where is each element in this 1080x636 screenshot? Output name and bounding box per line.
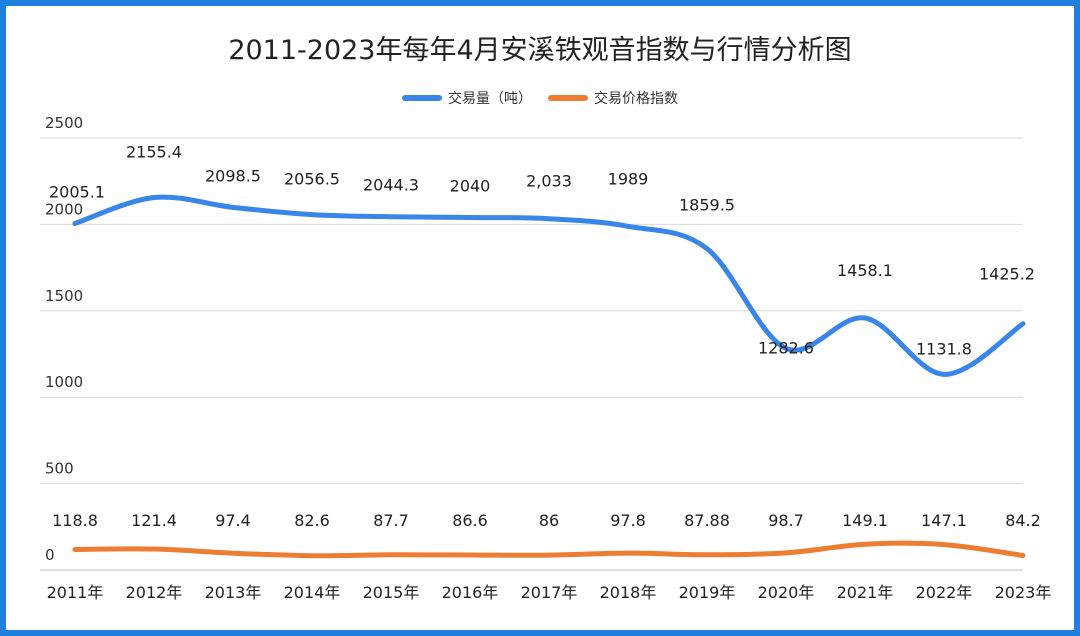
x-tick-label: 2019年 <box>679 583 736 602</box>
y-tick-0: 0 <box>45 546 55 564</box>
data-label-volume: 2056.5 <box>284 170 340 189</box>
legend: 交易量（吨） 交易价格指数 <box>0 88 1080 108</box>
data-label-price-index: 118.8 <box>52 511 98 530</box>
data-label-price-index: 147.1 <box>921 511 967 530</box>
x-tick-label: 2011年 <box>47 583 104 602</box>
series-line-volume <box>72 194 1026 377</box>
data-label-price-index: 84.2 <box>1005 511 1041 530</box>
data-label-volume: 2005.1 <box>49 183 105 202</box>
data-label-price-index: 87.7 <box>373 511 409 530</box>
data-label-price-index: 82.6 <box>294 511 330 530</box>
data-label-volume: 2040 <box>450 176 491 195</box>
y-tick-1000: 1000 <box>45 373 83 391</box>
data-label-price-index: 97.8 <box>610 511 646 530</box>
chart-title: 2011-2023年每年4月安溪铁观音指数与行情分析图 <box>228 35 852 66</box>
data-label-volume: 2044.3 <box>363 176 419 195</box>
x-tick-label: 2016年 <box>442 583 499 602</box>
series-line-price-index <box>72 540 1026 559</box>
y-tick-500: 500 <box>45 460 74 478</box>
legend-item-price-index: 交易价格指数 <box>548 88 678 108</box>
x-tick-label: 2023年 <box>995 583 1052 602</box>
legend-item-volume: 交易量（吨） <box>402 88 532 108</box>
x-tick-label: 2018年 <box>600 583 657 602</box>
data-label-volume: 1859.5 <box>679 196 735 215</box>
y-tick-2000: 2000 <box>45 200 83 218</box>
x-tick-label: 2013年 <box>205 583 262 602</box>
data-label-price-index: 86 <box>539 511 559 530</box>
data-label-price-index: 121.4 <box>131 511 177 530</box>
data-label-volume: 1458.1 <box>837 261 893 280</box>
y-tick-2500: 2500 <box>45 114 83 132</box>
data-label-volume: 2098.5 <box>205 166 261 185</box>
data-label-volume: 1282.6 <box>758 338 814 357</box>
x-tick-label: 2022年 <box>916 583 973 602</box>
data-label-volume: 2,033 <box>526 172 572 191</box>
data-label-volume: 1131.8 <box>916 339 972 358</box>
x-tick-label: 2012年 <box>126 583 183 602</box>
y-tick-1500: 1500 <box>45 287 83 305</box>
legend-swatch-volume <box>402 95 442 101</box>
x-tick-label: 2017年 <box>521 583 578 602</box>
data-label-volume: 1989 <box>608 169 649 188</box>
legend-swatch-price-index <box>548 95 588 101</box>
x-tick-label: 2020年 <box>758 583 815 602</box>
data-label-volume: 2155.4 <box>126 143 182 162</box>
data-label-price-index: 97.4 <box>215 511 251 530</box>
data-label-price-index: 149.1 <box>842 511 888 530</box>
data-label-price-index: 98.7 <box>768 511 804 530</box>
data-label-price-index: 87.88 <box>684 511 730 530</box>
data-label-volume: 1425.2 <box>979 265 1035 284</box>
legend-label-volume: 交易量（吨） <box>448 91 532 107</box>
x-tick-label: 2014年 <box>284 583 341 602</box>
x-tick-label: 2021年 <box>837 583 894 602</box>
data-label-price-index: 86.6 <box>452 511 488 530</box>
legend-label-price-index: 交易价格指数 <box>594 91 678 107</box>
x-tick-label: 2015年 <box>363 583 420 602</box>
